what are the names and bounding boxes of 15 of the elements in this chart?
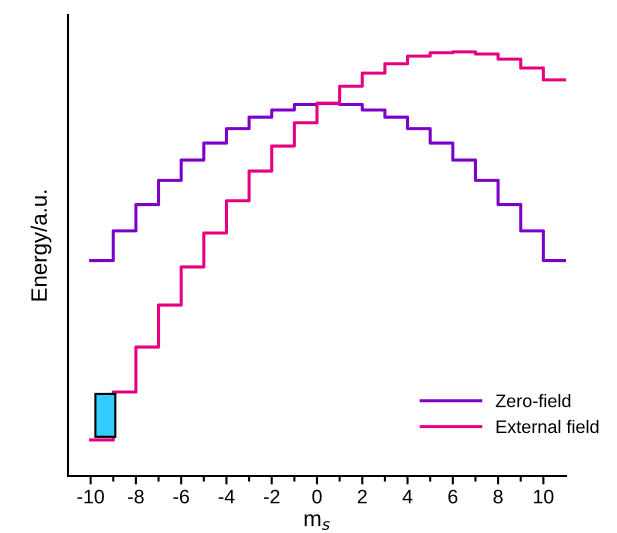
x-tick-label: 8 xyxy=(494,490,503,504)
x-tick-label: 2 xyxy=(358,490,367,504)
x-axis-title: m$_{s}$ xyxy=(304,514,330,530)
x-tick-label: 10 xyxy=(534,490,554,504)
x-tick-label: 0 xyxy=(312,490,322,504)
legend-label: Zero-field xyxy=(496,394,570,408)
x-tick-label: -6 xyxy=(173,490,189,504)
x-tick-label: -10 xyxy=(77,490,104,504)
x-tick-label: 6 xyxy=(448,490,458,504)
x-tick-label: -2 xyxy=(264,490,280,504)
x-tick-label: 4 xyxy=(402,490,412,504)
x-tick-label: -4 xyxy=(218,490,235,504)
legend-label: External field xyxy=(496,420,598,434)
y-axis-title: Energy/a.u. xyxy=(30,190,52,300)
x-tick-label: -8 xyxy=(128,490,144,504)
